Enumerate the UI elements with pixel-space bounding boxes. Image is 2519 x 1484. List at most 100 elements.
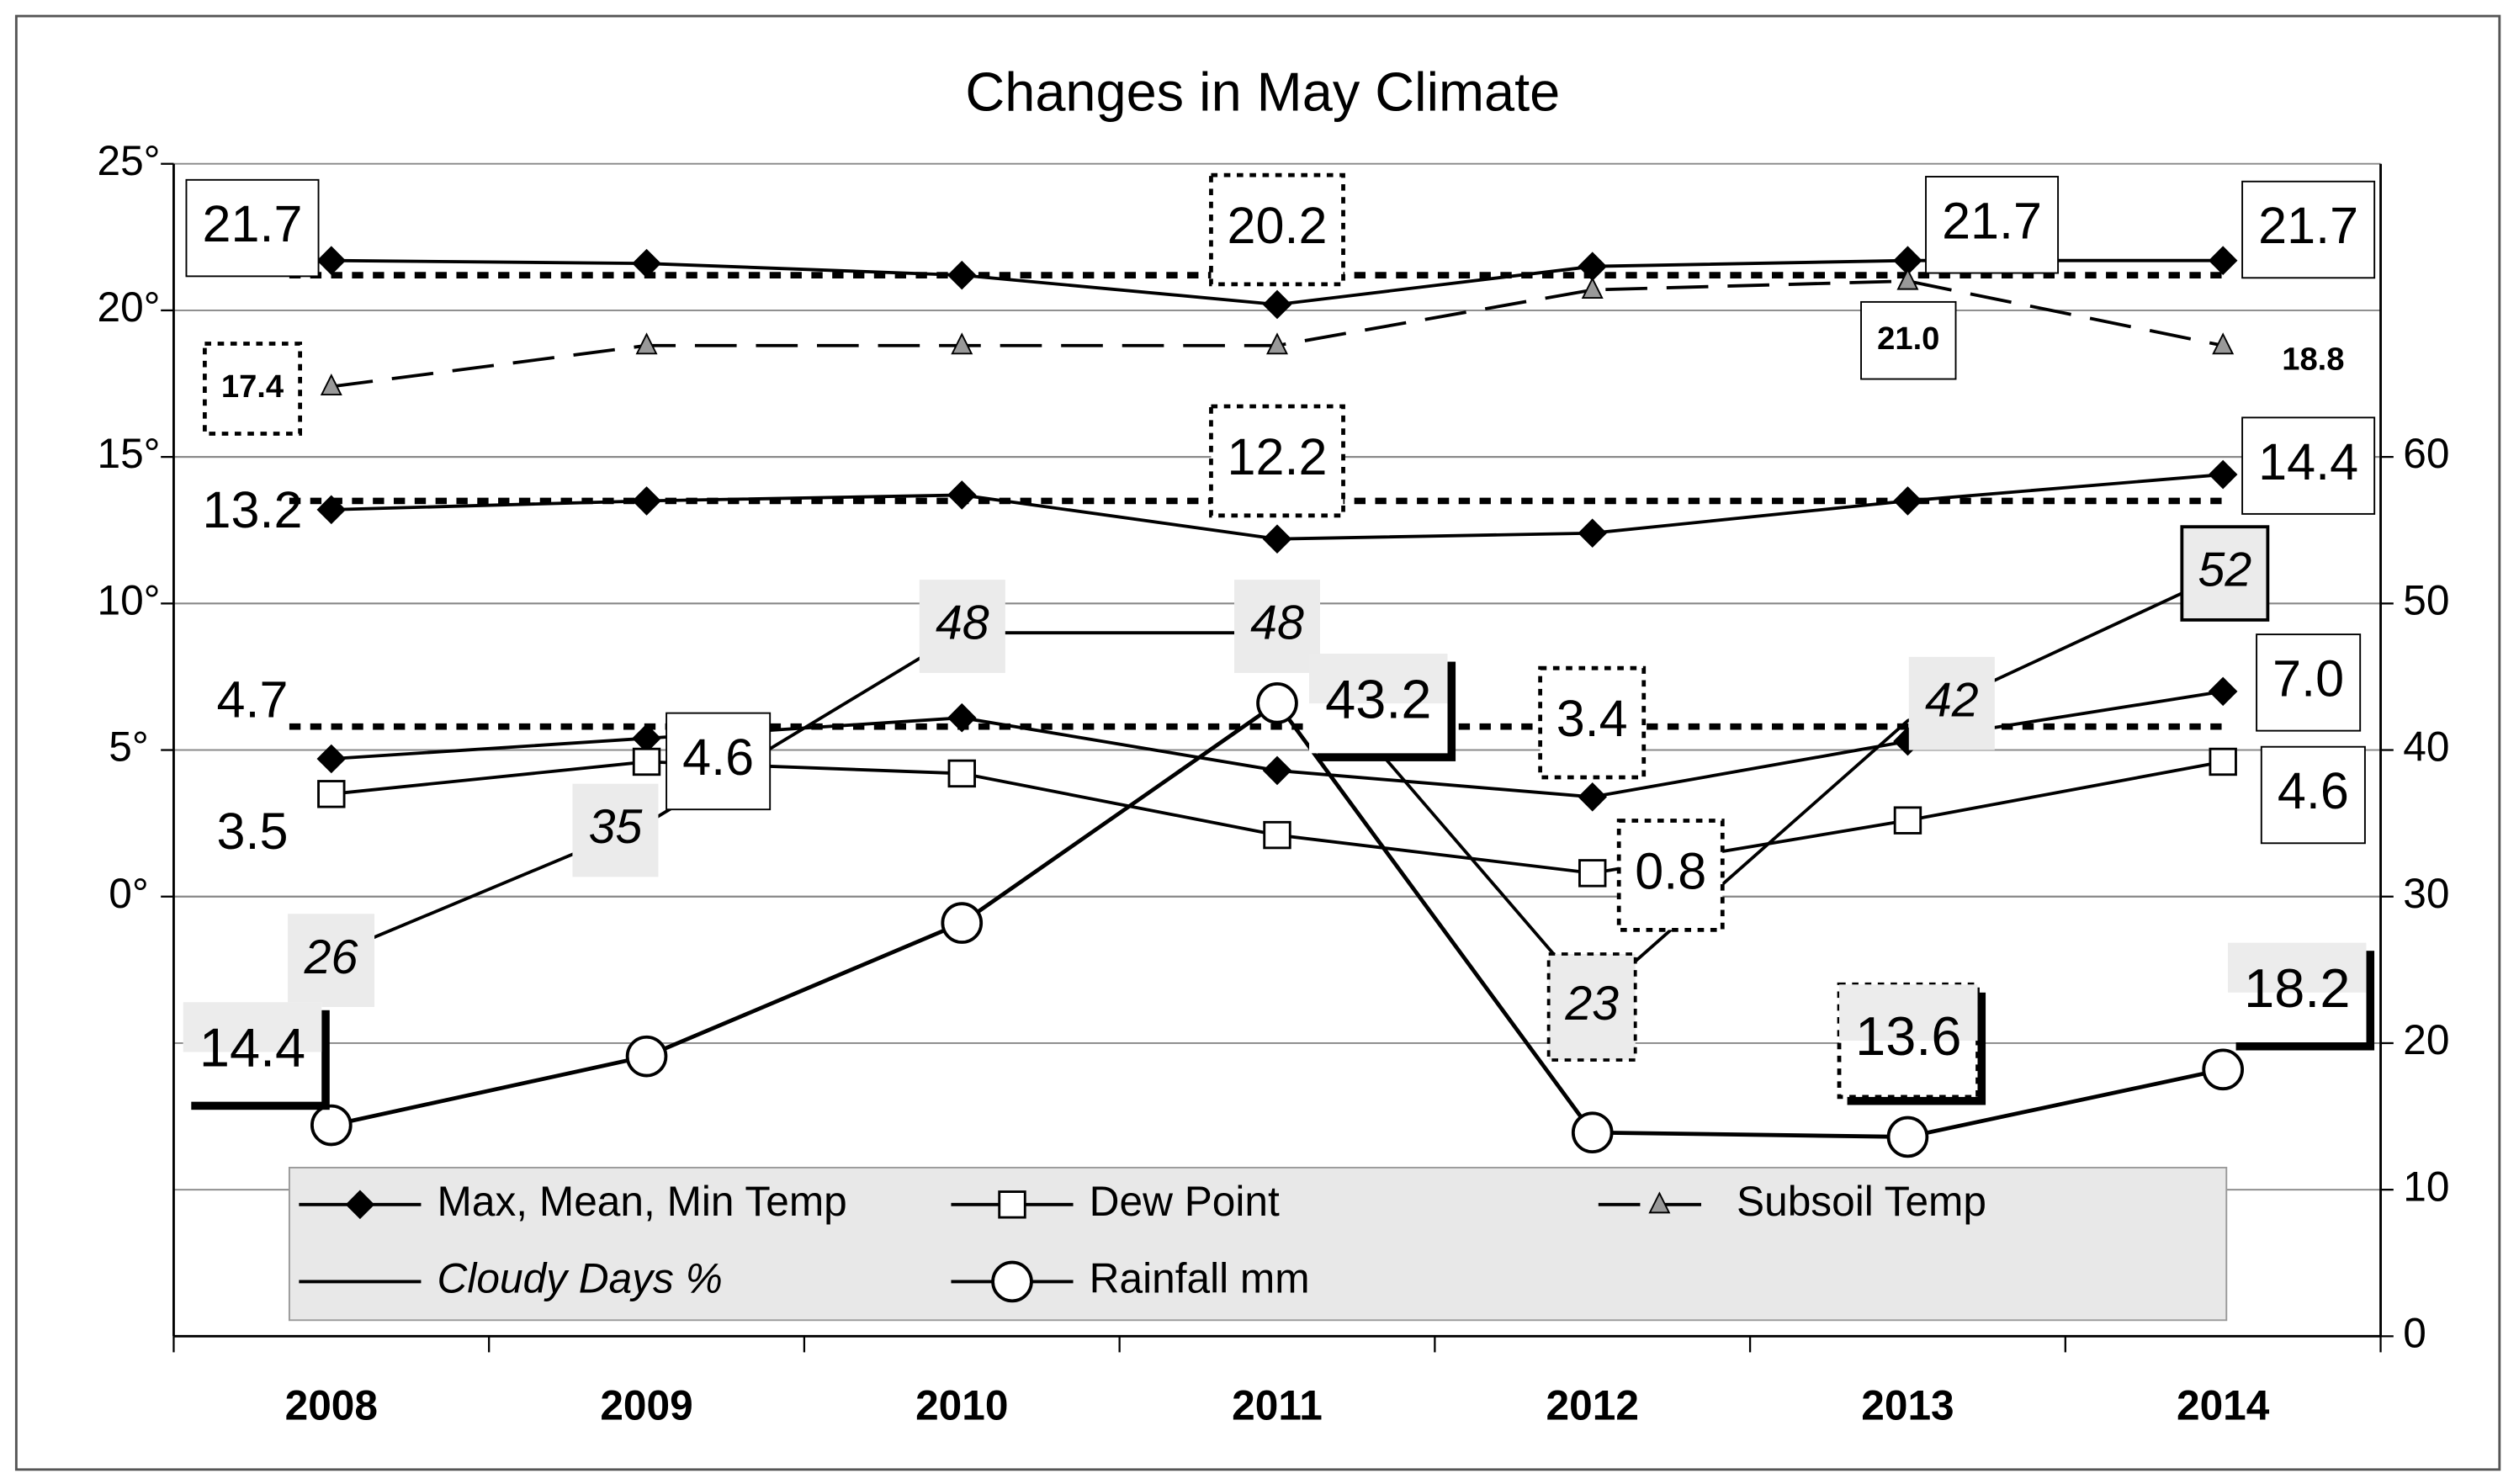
marker (1648, 1191, 1671, 1214)
y-tick-label: 10° (97, 576, 160, 623)
label-box (666, 712, 772, 811)
y-tick-label: 5° (109, 723, 148, 771)
data-label: 35 (589, 800, 643, 854)
legend (288, 1166, 2228, 1322)
data-label: 14.4 (199, 1017, 305, 1079)
marker (951, 332, 973, 355)
marker (2209, 747, 2237, 776)
legend-label: Subsoil Temp (1737, 1178, 1986, 1225)
data-label-group: 21.7 (2241, 180, 2376, 279)
label-box (919, 580, 1005, 673)
legend-label: Cloudy Days % (438, 1255, 723, 1302)
y2-tick-label: 30 (2403, 870, 2449, 917)
data-label: 48 (1250, 596, 1304, 650)
y2-tick-label: 40 (2403, 723, 2449, 771)
data-label-group: 3.5 (217, 803, 289, 860)
x-tick-label: 2010 (915, 1381, 1008, 1428)
label-box (572, 783, 659, 877)
y-tick-label: 15° (97, 430, 160, 477)
marker (1578, 859, 1607, 888)
data-label: 12.2 (1228, 428, 1328, 485)
marker (941, 902, 984, 944)
data-label-group: 4.7 (217, 670, 289, 728)
data-label-group: 13.2 (203, 481, 303, 538)
y2-tick-label: 10 (2403, 1163, 2449, 1210)
data-label: 52 (2198, 543, 2252, 597)
data-label-group: 12.2 (1209, 404, 1345, 518)
data-label-group: 18.8 (2282, 342, 2344, 378)
data-label-group: 14.4 (2241, 416, 2376, 515)
label-box (2256, 633, 2362, 732)
label-box (185, 178, 320, 278)
data-label: 42 (1925, 673, 1979, 727)
data-label: 13.2 (203, 481, 303, 538)
data-label-group: 4.6 (2260, 745, 2366, 845)
marker (316, 495, 347, 525)
data-label-group: 4.6 (666, 712, 772, 811)
marker (947, 702, 977, 733)
data-label-group: 48 (919, 580, 1005, 673)
label-box (2241, 180, 2376, 279)
data-label: 21.7 (203, 195, 303, 252)
x-tick-label: 2009 (600, 1381, 692, 1428)
label-shade (183, 1002, 322, 1052)
data-label-group: 21.7 (1925, 176, 2060, 274)
label-shade (1309, 654, 1448, 704)
label-shade (1839, 984, 1978, 1041)
marker (2208, 246, 2238, 275)
chart-title: Changes in May Climate (965, 61, 1560, 123)
data-label: 4.6 (682, 729, 754, 786)
x-tick-label: 2012 (1546, 1381, 1639, 1428)
label-box (1209, 404, 1345, 518)
marker (632, 486, 661, 516)
label-box (1925, 176, 2060, 274)
data-label-group: 23 (1546, 952, 1637, 1062)
label-box (2260, 745, 2366, 845)
legend-label: Max, Mean, Min Temp (438, 1178, 847, 1225)
label-box (1538, 665, 1647, 780)
marker (1581, 277, 1604, 299)
marker (947, 480, 977, 510)
data-label-group: 14.4 (183, 1002, 330, 1110)
data-label: 13.6 (1855, 1005, 1961, 1067)
data-label-group: 13.6 (1837, 982, 1986, 1105)
marker (1893, 486, 1922, 516)
y2-tick-label: 60 (2403, 430, 2449, 477)
label-box (1233, 580, 1321, 673)
data-label: 14.4 (2258, 433, 2358, 490)
data-label: 43.2 (1325, 668, 1431, 729)
y-tick-label: 20° (97, 284, 160, 331)
data-label: 26 (304, 930, 358, 984)
data-label-group: 21.7 (185, 178, 320, 278)
data-label-group: 48 (1233, 580, 1321, 673)
data-label: 20.2 (1228, 197, 1328, 254)
data-label: 4.7 (217, 670, 289, 728)
marker (998, 1190, 1026, 1219)
marker (1263, 820, 1291, 850)
data-label: 21.7 (1942, 192, 2042, 249)
marker (316, 246, 347, 275)
data-label: 18.2 (2244, 957, 2350, 1019)
y2-tick-label: 50 (2403, 576, 2449, 623)
x-tick-label: 2011 (1232, 1381, 1323, 1428)
data-label: 18.8 (2282, 342, 2344, 378)
data-label: 7.0 (2272, 650, 2344, 708)
marker (1893, 806, 1922, 835)
marker (316, 744, 347, 774)
data-label-group: 7.0 (2256, 633, 2362, 732)
data-label-group: 18.2 (2228, 942, 2375, 1051)
legend-label: Dew Point (1090, 1178, 1280, 1225)
label-box (288, 914, 375, 1007)
marker (1896, 268, 1919, 290)
y-tick-label: 0° (109, 870, 148, 917)
x-tick-label: 2014 (2177, 1381, 2270, 1428)
data-label: 21.7 (2258, 197, 2358, 254)
label-box (2241, 416, 2376, 515)
marker (1578, 518, 1608, 549)
marker (1262, 755, 1292, 786)
marker (1266, 332, 1288, 355)
marker (1262, 289, 1292, 320)
data-label: 17.4 (221, 368, 284, 405)
marker (1262, 524, 1292, 554)
